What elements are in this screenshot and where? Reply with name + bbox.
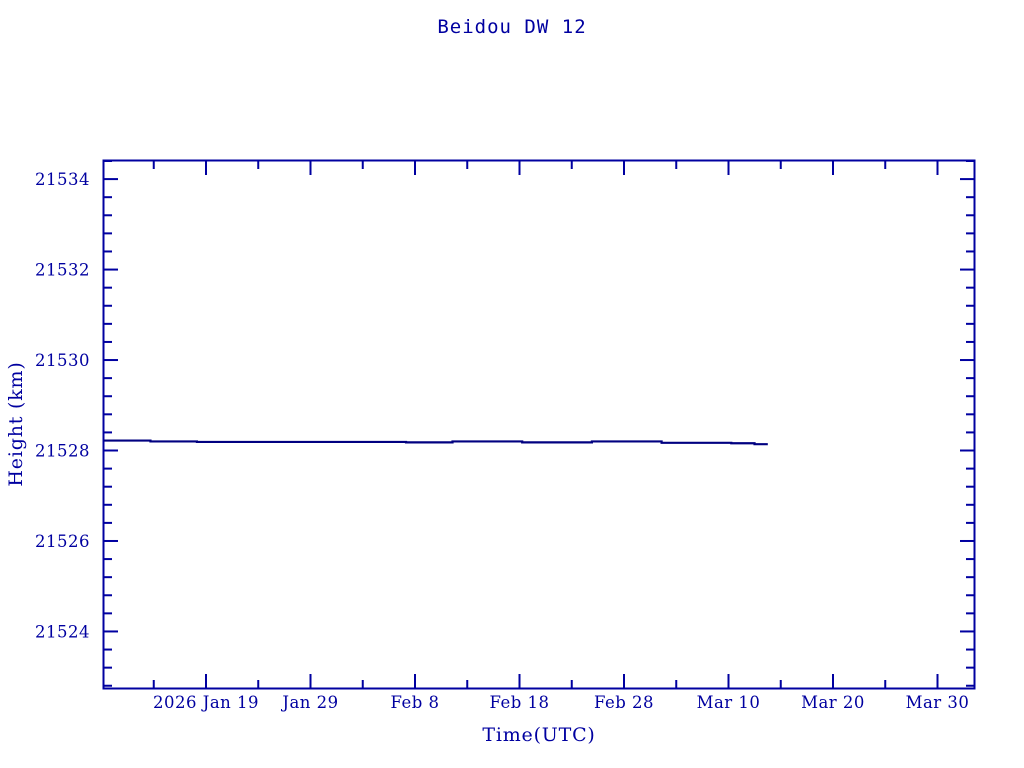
y-axis-tick-labels: 21534 21532 21530 21528 21526 21524 [35,170,90,641]
data-series-line [104,439,768,446]
x-tick-label: Feb 18 [489,693,549,712]
y-tick-label: 21532 [35,261,90,280]
y-tick-label: 21530 [35,351,90,370]
y-tick-label: 21534 [35,170,90,189]
x-tick-label: Mar 10 [697,693,761,712]
x-tick-label: Feb 8 [390,693,439,712]
plot-frame [102,159,976,690]
y-axis-title: Height (km) [5,361,27,486]
y-tick-label: 21524 [35,622,90,641]
x-axis-tick-labels: 2026 Jan 19 Jan 29 Feb 8 Feb 18 Feb 28 Mar 10… [153,693,969,712]
x-tick-label: Mar 20 [801,693,865,712]
x-axis-ticks [152,161,939,688]
y-axis-ticks [104,160,974,687]
x-axis-title: Time(UTC) [482,724,595,746]
y-tick-label: 21528 [35,442,90,461]
x-tick-label: Mar 30 [906,693,970,712]
y-tick-label: 21526 [35,532,90,551]
x-tick-label: 2026 Jan 19 [153,693,259,712]
x-tick-label: Jan 29 [280,693,338,712]
chart-title: Beidou DW 12 [437,16,587,38]
x-tick-label: Feb 28 [594,693,654,712]
